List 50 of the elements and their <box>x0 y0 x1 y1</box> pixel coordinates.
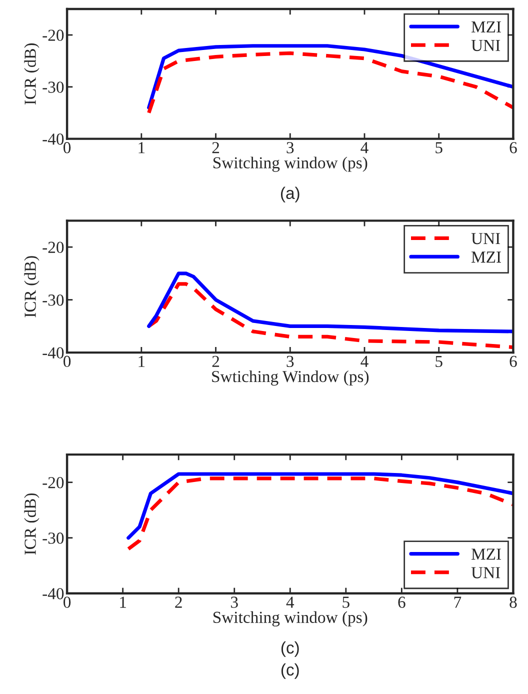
x-tick-label: 5 <box>436 142 442 154</box>
y-tick-label: -20 <box>42 242 64 254</box>
legend-label: UNI <box>471 567 500 578</box>
y-tick-label: -30 <box>42 532 64 544</box>
y-tick-label: -40 <box>42 588 64 600</box>
y-tick-label: -40 <box>42 347 64 358</box>
y-tick-label: -20 <box>42 30 64 41</box>
y-tick-label: -30 <box>42 294 64 306</box>
line-series <box>126 472 514 540</box>
text: (c) <box>281 663 299 679</box>
x-axis-title: Switching window (ps) <box>213 156 368 172</box>
x-tick-label: 0 <box>64 142 71 154</box>
y-axis-title: ICR (dB) <box>24 43 40 105</box>
x-tick-label: 6 <box>510 356 517 368</box>
legend-label: MZI <box>471 548 501 560</box>
line-series <box>147 51 514 115</box>
x-tick-label: 8 <box>510 596 517 608</box>
text: (c) <box>281 641 299 657</box>
x-tick-label: 2 <box>212 142 220 154</box>
legend-label: UNI <box>471 40 500 52</box>
x-tick-label: 0 <box>64 356 71 368</box>
x-tick-label: 2 <box>212 356 220 367</box>
legend-label: MZI <box>471 252 501 263</box>
x-tick-label: 6 <box>398 596 406 608</box>
x-tick-label: 5 <box>342 596 350 608</box>
legend-label: UNI <box>471 233 500 244</box>
x-axis-title: Swtiching Window (ps) <box>212 370 369 386</box>
x-tick-label: 3 <box>286 142 294 154</box>
line-series <box>147 272 514 334</box>
y-tick-label: -40 <box>42 134 64 145</box>
x-tick-label: 3 <box>230 596 238 608</box>
x-tick-label: 4 <box>286 596 294 608</box>
x-tick-label: 0 <box>64 596 71 608</box>
x-tick-label: 1 <box>138 356 145 367</box>
text: (a) <box>280 186 300 202</box>
x-tick-label: 4 <box>360 356 368 367</box>
y-tick-label: -20 <box>42 477 64 488</box>
x-tick-label: 1 <box>120 596 126 608</box>
y-axis-title: ICR (dB) <box>24 493 40 555</box>
x-tick-label: 3 <box>286 356 294 368</box>
x-tick-label: 4 <box>360 142 368 154</box>
legend-label: MZI <box>471 21 501 32</box>
x-tick-label: 7 <box>454 596 462 608</box>
x-tick-label: 2 <box>175 596 182 608</box>
y-tick-label: -30 <box>42 82 64 93</box>
x-tick-label: 6 <box>510 142 517 154</box>
y-axis-title: ICR (dB) <box>24 256 40 318</box>
x-tick-label: 1 <box>138 142 145 154</box>
x-axis-title: Switching window (ps) <box>213 611 368 626</box>
x-tick-label: 5 <box>436 356 442 368</box>
